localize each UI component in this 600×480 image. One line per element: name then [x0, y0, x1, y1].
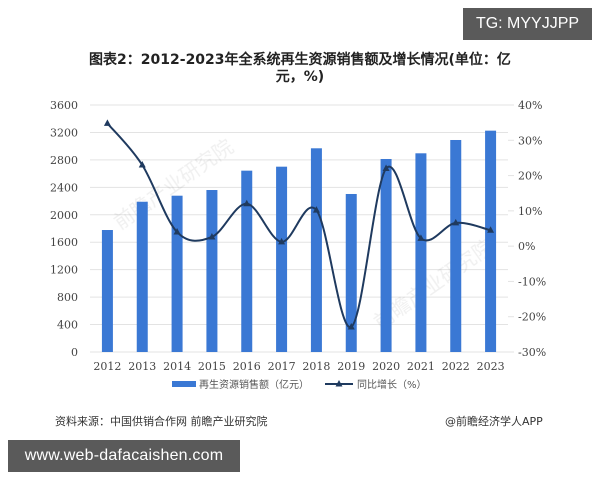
telegram-badge: TG: MYYJJPP	[463, 8, 592, 40]
publisher-credit: @前瞻经济学人APP	[445, 415, 543, 428]
bar-series	[101, 130, 497, 352]
triangle-marker-icon	[278, 237, 286, 245]
website-badge: www.web-dafacaishen.com	[8, 440, 240, 472]
triangle-marker-icon	[208, 232, 216, 240]
triangle-marker-icon	[138, 160, 146, 168]
x-tick-label: 2013	[128, 360, 156, 373]
bar	[206, 190, 218, 352]
left-tick-label: 800	[57, 291, 78, 304]
left-tick-label: 2000	[50, 209, 78, 222]
triangle-marker-icon	[103, 119, 111, 126]
gridlines	[90, 104, 508, 353]
right-tick-label: -20%	[518, 311, 546, 324]
legend-triangle-icon	[335, 380, 343, 387]
x-tick-label: 2018	[302, 360, 330, 373]
left-tick-label: 1600	[50, 236, 78, 249]
triangle-marker-icon	[173, 228, 181, 235]
legend-bar-swatch-icon	[172, 381, 196, 387]
bar	[485, 130, 497, 352]
line-series	[103, 119, 495, 330]
right-tick-label: 40%	[518, 99, 542, 112]
triangle-marker-icon	[382, 164, 390, 172]
bar	[380, 158, 392, 352]
left-tick-label: 2800	[50, 154, 78, 167]
right-tick-label: 20%	[518, 170, 542, 183]
bar	[241, 170, 253, 352]
bar-line-chart: 前瞻产业研究院 前瞻产业研究院 040080012001600200024002…	[50, 99, 546, 391]
left-tick-label: 3200	[50, 126, 78, 139]
left-axis: 0 400 800 1200 1600 2000 2400 2800 3200 3600	[50, 99, 78, 359]
left-tick-label: 400	[57, 319, 78, 332]
left-tick-label: 1200	[50, 264, 78, 277]
triangle-marker-icon	[417, 234, 425, 241]
bar	[171, 195, 183, 352]
bar	[345, 193, 357, 352]
right-tick-label: 0%	[518, 240, 535, 253]
left-tick-label: 2400	[50, 181, 78, 194]
legend-bar-label: 再生资源销售额（亿元）	[199, 378, 309, 391]
right-tick-label: -10%	[518, 275, 546, 288]
x-tick-label: 2019	[337, 360, 365, 373]
legend-line-label: 同比增长（%）	[357, 378, 427, 391]
right-tick-label: 10%	[518, 205, 542, 218]
x-tick-label: 2016	[233, 360, 261, 373]
x-tick-label: 2023	[477, 360, 505, 373]
right-axis: -30% -20% -10% 0% 10% 20% 30% 40%	[508, 99, 546, 359]
bar	[136, 201, 148, 352]
bar	[276, 166, 288, 352]
chart-title-line-2: 元，%)	[275, 69, 325, 85]
triangle-marker-icon	[243, 199, 251, 207]
left-tick-label: 3600	[50, 99, 78, 112]
x-tick-label: 2012	[93, 360, 121, 373]
bar	[310, 148, 322, 352]
x-tick-label: 2022	[442, 360, 470, 373]
bar	[450, 139, 462, 352]
triangle-marker-icon	[312, 206, 320, 213]
x-tick-label: 2021	[407, 360, 435, 373]
x-tick-label: 2020	[372, 360, 400, 373]
x-tick-label: 2015	[198, 360, 226, 373]
right-tick-label: -30%	[518, 346, 546, 359]
left-tick-label: 0	[71, 346, 78, 359]
data-source: 资料来源：中国供销合作网 前瞻产业研究院	[55, 415, 268, 428]
legend: 再生资源销售额（亿元） 同比增长（%）	[172, 378, 427, 391]
triangle-marker-icon	[487, 226, 495, 233]
x-axis: 2012 2013 2014 2015 2016 2017 2018 2019 2020 2021…	[93, 360, 504, 373]
bar	[415, 153, 427, 352]
x-tick-label: 2014	[163, 360, 191, 373]
chart-title: 图表2：2012-2023年全系统再生资源销售额及增长情况(单位：亿 元，%)	[70, 52, 530, 86]
right-tick-label: 30%	[518, 134, 542, 147]
chart-title-line-1: 图表2：2012-2023年全系统再生资源销售额及增长情况(单位：亿	[89, 52, 511, 68]
triangle-marker-icon	[452, 218, 460, 226]
x-tick-label: 2017	[268, 360, 296, 373]
triangle-marker-icon	[347, 322, 355, 330]
bar	[101, 230, 113, 352]
